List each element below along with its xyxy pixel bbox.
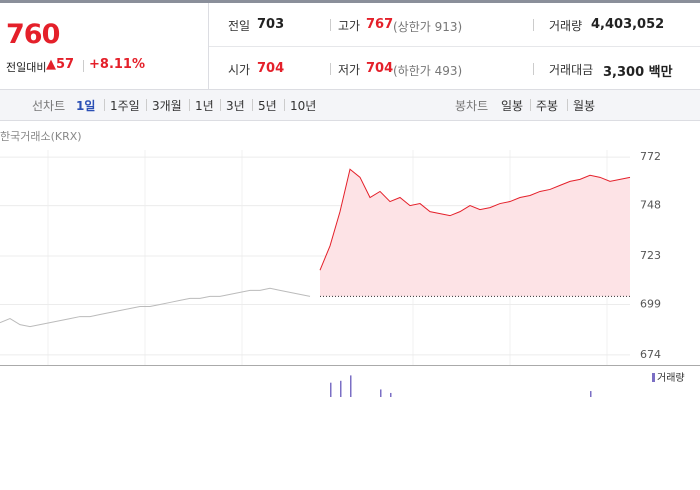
tab[interactable]: 3년 bbox=[226, 99, 245, 113]
y-tick-label: 772 bbox=[640, 150, 661, 163]
tab[interactable]: 1일 bbox=[76, 99, 96, 113]
separator bbox=[189, 99, 190, 111]
summary-label: 저가 bbox=[338, 63, 361, 77]
tab[interactable]: 5년 bbox=[258, 99, 277, 113]
change: ▲57 bbox=[46, 57, 75, 72]
separator bbox=[284, 99, 285, 111]
y-tick-label: 699 bbox=[640, 297, 661, 310]
y-tick-label: 748 bbox=[640, 199, 661, 212]
volume-bar bbox=[380, 389, 382, 397]
price-line bbox=[319, 168, 631, 271]
separator bbox=[83, 60, 84, 72]
area-fill bbox=[320, 169, 630, 297]
separator bbox=[330, 63, 331, 75]
legend-label: 거래량 bbox=[657, 372, 685, 384]
change-rate: +8.11% bbox=[89, 57, 145, 72]
tab[interactable]: 3개월 bbox=[152, 99, 182, 113]
summary-note: (하한가 493) bbox=[393, 64, 463, 78]
tab[interactable]: 1년 bbox=[195, 99, 214, 113]
separator bbox=[104, 99, 105, 111]
change-label: 전일대비 bbox=[6, 61, 47, 74]
summary-label: 고가 bbox=[338, 19, 361, 33]
volume-bar bbox=[390, 392, 392, 397]
summary-value: 3,300 백만 bbox=[603, 65, 673, 80]
separator bbox=[146, 99, 147, 111]
row-divider bbox=[209, 46, 700, 47]
volume-bar bbox=[340, 380, 342, 397]
y-tick-label: 674 bbox=[640, 348, 661, 361]
price-line bbox=[0, 287, 311, 328]
separator bbox=[530, 99, 531, 111]
summary-label: 거래량 bbox=[549, 19, 583, 33]
summary-value: 704 bbox=[366, 61, 394, 76]
volume-bar bbox=[350, 375, 352, 397]
summary-note: (상한가 913) bbox=[393, 20, 463, 34]
legend-swatch bbox=[652, 373, 655, 382]
quote-header: 760 전일대비 ▲57 +8.11% 전일 703 고가 767 (상한가 9… bbox=[0, 0, 700, 90]
tab-group-label: 봉차트 bbox=[455, 99, 489, 113]
y-tick-label: 723 bbox=[640, 249, 661, 262]
period-tabs: 선차트 봉차트 1일 1주일 3개월 1년 3년 5년 10년 일봉 주봉 월봉 bbox=[0, 90, 700, 121]
tab[interactable]: 주봉 bbox=[536, 99, 559, 113]
separator bbox=[330, 19, 331, 31]
separator bbox=[533, 63, 534, 75]
current-price: 760 bbox=[6, 19, 60, 50]
summary-label: 전일 bbox=[228, 19, 251, 33]
tab[interactable]: 월봉 bbox=[573, 99, 596, 113]
summary-label: 시가 bbox=[228, 63, 251, 77]
source-label: 한국거래소(KRX) bbox=[0, 130, 82, 143]
tab[interactable]: 1주일 bbox=[110, 99, 140, 113]
price-chart: 한국거래소(KRX) 674 699 723 748 772 거래량 bbox=[0, 130, 700, 397]
separator bbox=[533, 19, 534, 31]
separator bbox=[567, 99, 568, 111]
summary-label: 거래대금 bbox=[549, 63, 594, 77]
summary-value: 767 bbox=[366, 17, 394, 32]
summary-value: 4,403,052 bbox=[591, 17, 665, 32]
volume-bar bbox=[330, 382, 332, 397]
separator bbox=[252, 99, 253, 111]
tab[interactable]: 10년 bbox=[290, 99, 317, 113]
summary-value: 704 bbox=[257, 61, 285, 76]
separator bbox=[220, 99, 221, 111]
summary-value: 703 bbox=[257, 17, 285, 32]
volume-bar bbox=[590, 391, 592, 397]
price-box: 760 전일대비 ▲57 +8.11% bbox=[0, 3, 209, 90]
tab[interactable]: 일봉 bbox=[501, 99, 524, 113]
tab-group-label: 선차트 bbox=[32, 99, 66, 113]
